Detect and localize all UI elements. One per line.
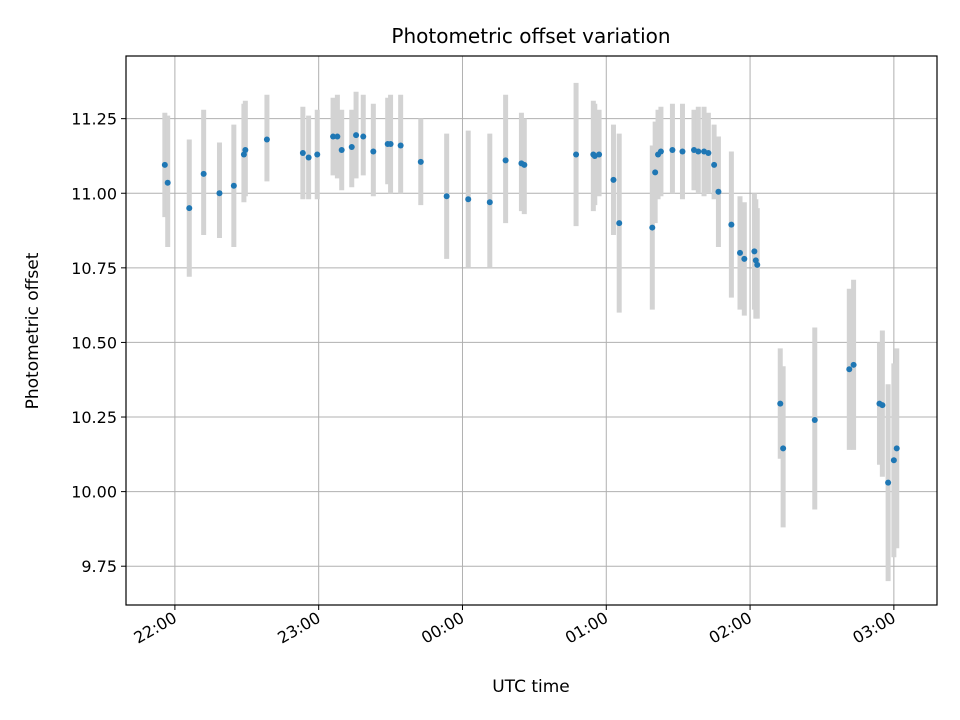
data-point: [695, 148, 702, 155]
data-point: [161, 161, 168, 168]
data-point: [669, 146, 676, 153]
data-point: [465, 196, 472, 203]
data-point: [652, 169, 659, 176]
data-point: [715, 188, 722, 195]
y-tick-label: 10.00: [71, 483, 117, 502]
data-point: [649, 224, 656, 231]
data-point: [573, 151, 580, 158]
data-point: [502, 157, 509, 164]
data-points: [161, 132, 900, 486]
data-point: [741, 255, 748, 262]
chart-title: Photometric offset variation: [391, 24, 670, 48]
data-point: [200, 170, 207, 177]
data-point: [728, 221, 735, 228]
data-point: [263, 136, 270, 143]
data-point: [850, 361, 857, 368]
data-point: [353, 132, 360, 139]
data-point: [338, 146, 345, 153]
data-point: [387, 141, 394, 148]
y-tick-label: 10.75: [71, 259, 117, 278]
data-point: [711, 161, 718, 168]
y-tick-label: 11.00: [71, 184, 117, 203]
data-point: [610, 176, 617, 183]
data-point: [754, 261, 761, 268]
data-point: [811, 417, 818, 424]
data-point: [596, 151, 603, 158]
data-point: [443, 193, 450, 200]
data-point: [230, 182, 237, 189]
y-tick-label: 9.75: [81, 557, 117, 576]
data-point: [242, 146, 249, 153]
data-point: [657, 148, 664, 155]
data-point: [737, 249, 744, 256]
data-point: [360, 133, 367, 140]
data-point: [186, 205, 193, 212]
plot-frame: [125, 55, 938, 606]
data-point: [616, 220, 623, 227]
data-point: [348, 144, 355, 151]
data-point: [890, 457, 897, 464]
data-point: [846, 366, 853, 373]
data-point: [885, 479, 892, 486]
data-point: [314, 151, 321, 158]
data-point: [417, 158, 424, 165]
data-point: [879, 402, 886, 409]
data-point: [334, 133, 341, 140]
data-point: [305, 154, 312, 161]
data-point: [370, 148, 377, 155]
data-point: [330, 133, 337, 140]
y-tick-label: 10.50: [71, 333, 117, 352]
data-point: [164, 179, 171, 186]
data-point: [486, 199, 493, 206]
data-point: [893, 445, 900, 452]
y-tick-label: 10.25: [71, 408, 117, 427]
data-point: [679, 148, 686, 155]
data-point: [705, 149, 712, 156]
data-point: [751, 248, 758, 255]
grid: [126, 56, 937, 605]
x-axis-label: UTC time: [492, 677, 570, 697]
y-axis-label: Photometric offset: [23, 252, 43, 409]
data-point: [299, 149, 306, 156]
data-point: [397, 142, 404, 149]
data-point: [216, 190, 223, 197]
data-point: [780, 445, 787, 452]
data-point: [777, 400, 784, 407]
data-point: [521, 161, 528, 168]
y-tick-label: 11.25: [71, 110, 117, 129]
